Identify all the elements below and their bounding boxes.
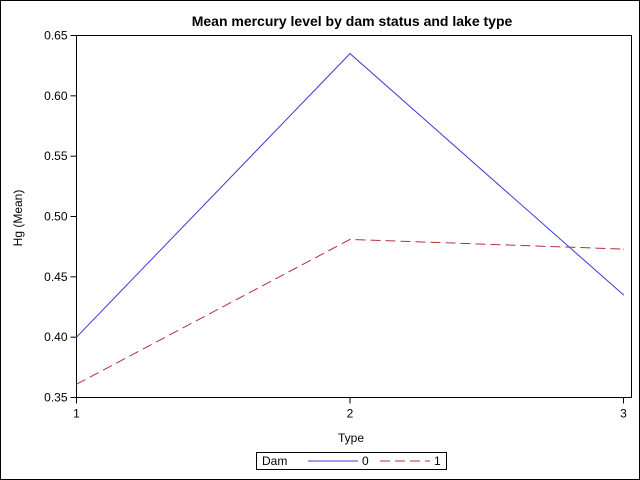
x-tick-label: 3 — [620, 407, 627, 421]
x-tick-label: 2 — [347, 407, 354, 421]
plot-area — [76, 35, 632, 398]
x-tick-label: 1 — [73, 407, 80, 421]
y-axis: 0.35 0.40 0.45 0.50 0.55 0.60 0.65 — [44, 29, 77, 405]
legend: Dam 0 1 — [256, 452, 447, 470]
y-tick-label: 0.40 — [44, 330, 68, 344]
series-layer — [76, 52, 624, 385]
y-axis-label: Hg (Mean) — [11, 190, 25, 247]
chart-title: Mean mercury level by dam status and lak… — [192, 13, 513, 29]
series-line-0 — [76, 52, 624, 338]
data-point — [76, 336, 77, 338]
data-point — [349, 238, 351, 240]
legend-label-0: 0 — [362, 454, 369, 468]
y-tick-label: 0.45 — [44, 270, 68, 284]
data-point — [76, 383, 77, 385]
y-tick-label: 0.50 — [44, 210, 68, 224]
x-axis: 1 2 3 — [73, 397, 627, 421]
data-point — [349, 53, 351, 55]
data-point — [623, 248, 624, 250]
x-axis-label: Type — [338, 431, 364, 445]
legend-title: Dam — [262, 454, 287, 468]
y-tick-label: 0.35 — [44, 391, 68, 405]
y-tick-label: 0.65 — [44, 29, 68, 43]
legend-label-1: 1 — [434, 454, 441, 468]
series-line-1 — [76, 238, 624, 385]
y-tick-label: 0.60 — [44, 89, 68, 103]
data-point — [623, 294, 624, 296]
y-tick-label: 0.55 — [44, 149, 68, 163]
